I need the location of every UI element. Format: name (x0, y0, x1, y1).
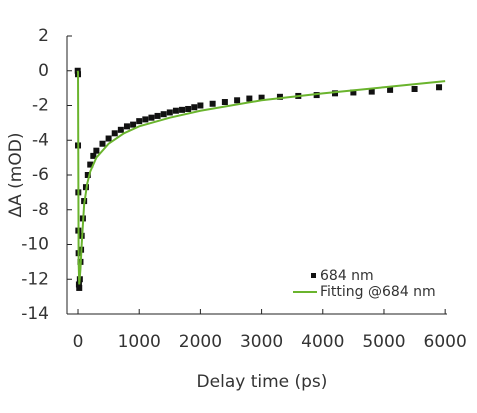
data-point (172, 107, 179, 114)
x-tick-label: 4000 (301, 332, 344, 352)
data-point (209, 100, 216, 107)
data-point (130, 121, 137, 128)
y-tick-label: -2 (32, 96, 49, 116)
data-point (160, 111, 167, 118)
data-point (368, 88, 375, 95)
legend: 684 nm Fitting @684 nm (293, 268, 436, 300)
data-point (276, 93, 283, 100)
x-tick-label: 1000 (118, 332, 161, 352)
legend-label: Fitting @684 nm (320, 284, 436, 300)
x-tick-label: 2000 (179, 332, 222, 352)
data-point (350, 89, 357, 96)
data-point (142, 116, 149, 123)
y-tick-label: 2 (38, 26, 49, 46)
y-tick-label: -10 (21, 235, 49, 255)
x-tick-label: 3000 (240, 332, 283, 352)
data-point (76, 284, 83, 291)
data-point (221, 99, 228, 106)
data-point (99, 140, 106, 147)
data-point (105, 135, 112, 142)
data-point (111, 130, 118, 137)
data-point (313, 92, 320, 99)
x-tick-label: 6000 (424, 332, 467, 352)
y-tick-label: -14 (21, 304, 49, 324)
y-tick-label: -12 (21, 269, 49, 289)
y-tick-label: -4 (32, 130, 49, 150)
data-point (436, 84, 443, 91)
y-axis-label: ΔA (mOD) (6, 133, 26, 218)
data-point (234, 97, 241, 104)
legend-label: 684 nm (320, 268, 374, 284)
data-point (87, 161, 94, 168)
x-axis-label: Delay time (ps) (197, 372, 328, 392)
data-point (166, 109, 173, 116)
data-point (90, 152, 97, 159)
data-point (123, 123, 130, 130)
data-point (411, 85, 418, 92)
data-point (197, 102, 204, 109)
y-tick-label: -6 (32, 165, 49, 185)
data-point (84, 172, 91, 178)
data-point (185, 105, 192, 112)
y-tick-label: 0 (38, 61, 49, 81)
data-point (93, 147, 100, 154)
data-point (387, 86, 394, 93)
legend-marker (311, 273, 316, 278)
data-point (179, 106, 186, 113)
fit-line (76, 70, 446, 285)
y-tick-label: -8 (32, 200, 49, 220)
data-point (191, 104, 198, 111)
data-point (246, 95, 253, 102)
data-point (148, 114, 155, 121)
data-point (154, 112, 161, 119)
data-point (117, 126, 124, 133)
data-point (332, 90, 339, 97)
x-tick-label: 0 (73, 332, 84, 352)
data-point (258, 94, 265, 101)
data-point (136, 118, 143, 125)
x-tick-label: 5000 (362, 332, 405, 352)
